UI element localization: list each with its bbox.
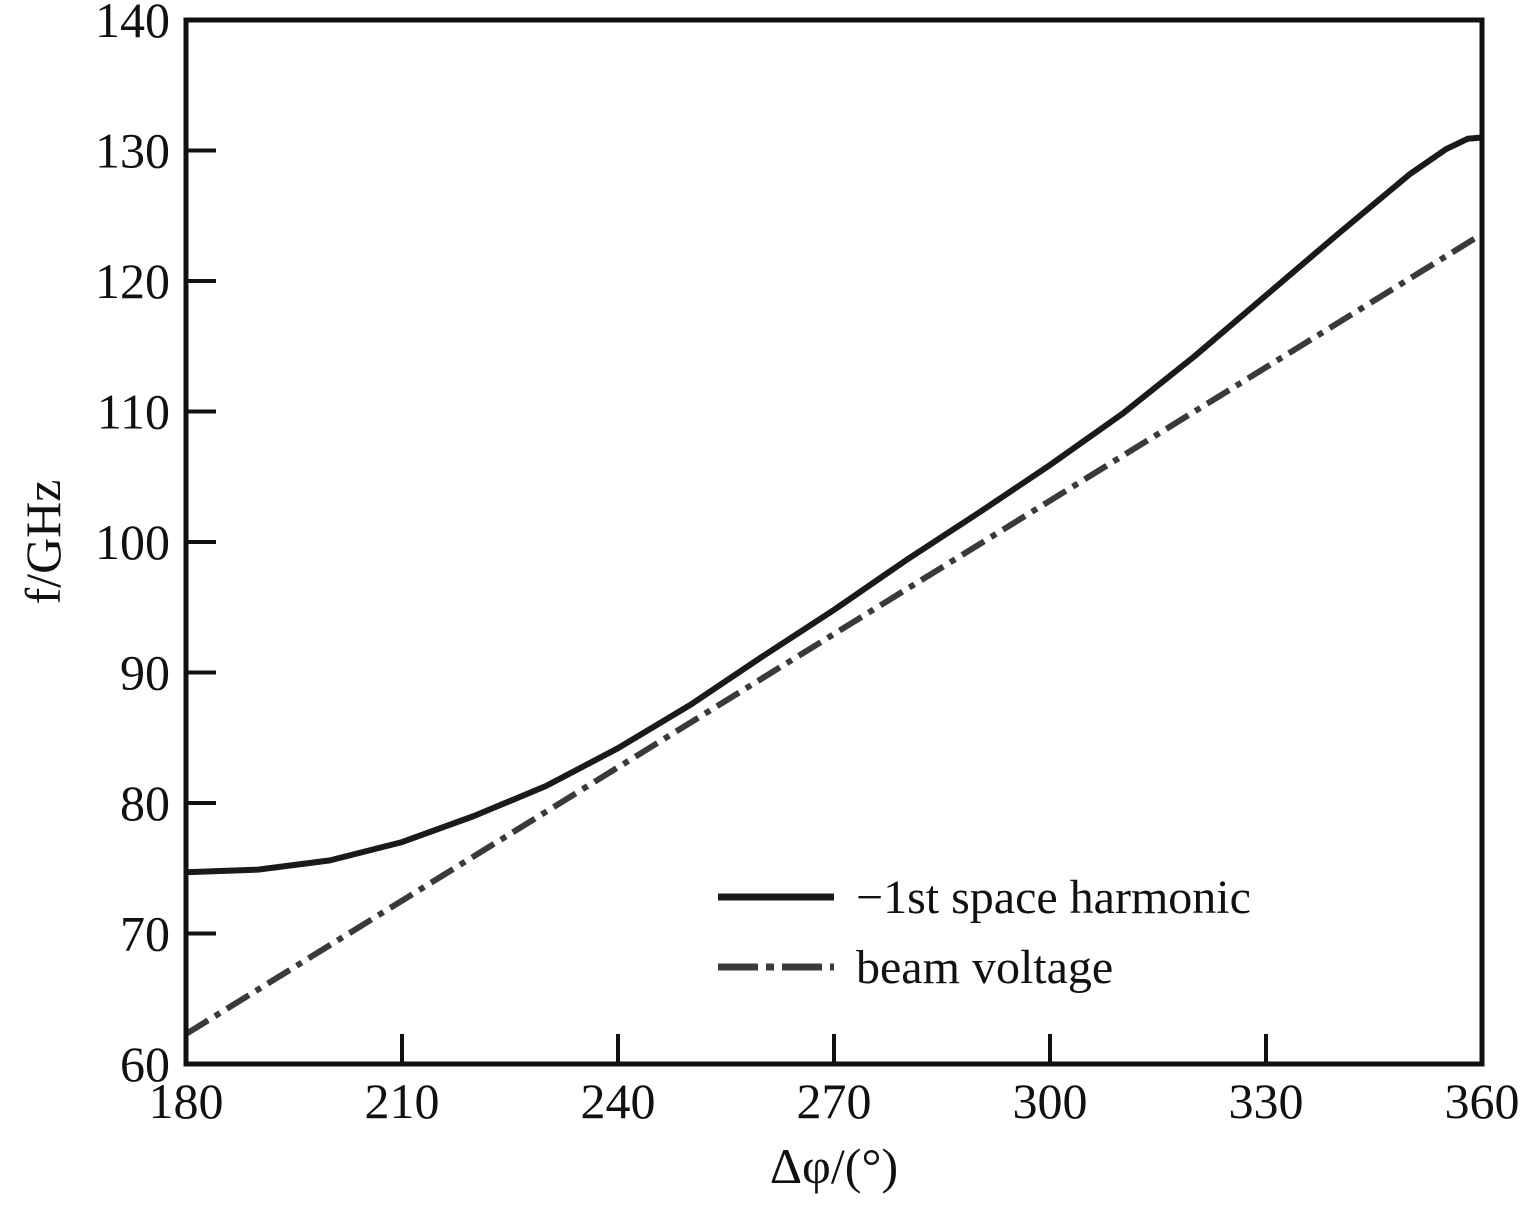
ticks-layer: 180 210 240 270 300 330 360 60 70 80 90 100 110 120 13… <box>95 0 1520 1129</box>
y-tick-label: 100 <box>95 514 170 570</box>
x-axis-title: Δφ/(°) <box>770 1138 898 1194</box>
legend: −1st space harmonic beam voltage <box>718 871 1251 994</box>
y-tick-label: 120 <box>95 253 170 309</box>
y-tick-label: 110 <box>97 384 170 440</box>
legend-label-2: beam voltage <box>856 941 1113 994</box>
legend-label-1: −1st space harmonic <box>856 871 1251 924</box>
y-tick-label: 90 <box>120 645 170 701</box>
series-line-2 <box>184 231 1484 1037</box>
y-tick-label: 80 <box>120 775 170 831</box>
y-tick-label: 130 <box>95 123 170 179</box>
x-tick-label: 180 <box>149 1073 224 1129</box>
x-tick-label: 330 <box>1229 1073 1304 1129</box>
y-tick-label: 70 <box>120 906 170 962</box>
x-tick-label: 210 <box>365 1073 440 1129</box>
series-line-1 <box>185 134 1483 876</box>
x-tick-label: 240 <box>581 1073 656 1129</box>
plot-frame <box>183 17 1485 1067</box>
x-tick-label: 270 <box>797 1073 872 1129</box>
y-tick-label: 140 <box>95 0 170 48</box>
y-axis-title: f/GHz <box>15 480 71 605</box>
x-tick-label: 360 <box>1445 1073 1520 1129</box>
plot-layer <box>184 134 1484 1037</box>
x-tick-label: 300 <box>1013 1073 1088 1129</box>
y-tick-label: 60 <box>120 1036 170 1092</box>
